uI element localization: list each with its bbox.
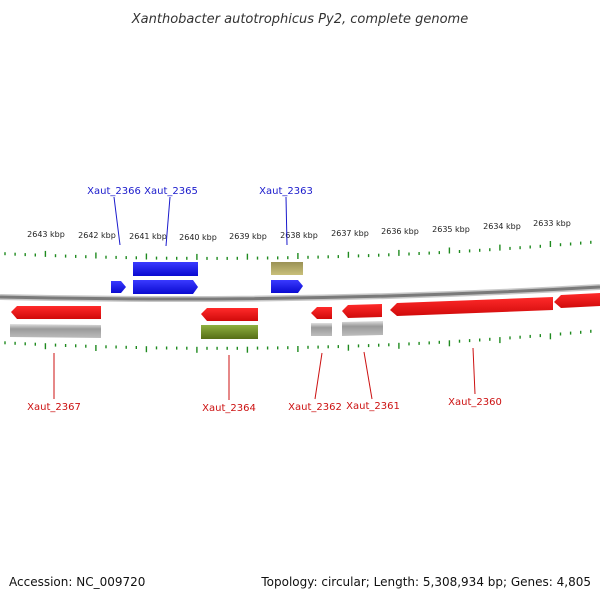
gene-xaut-2360-arrow[interactable] xyxy=(390,297,553,316)
label-leader-xaut-2365 xyxy=(165,196,171,247)
map-title: Xanthobacter autotrophicus Py2, complete… xyxy=(131,12,468,27)
scale-labels: 2643 kbp 2642 kbp 2641 kbp 2640 kbp 2639… xyxy=(27,219,571,242)
gene-label-xaut-2362[interactable]: Xaut_2362 xyxy=(288,402,342,413)
gene-label-xaut-2366[interactable]: Xaut_2366 xyxy=(87,186,141,197)
scale-label: 2634 kbp xyxy=(483,222,521,231)
scale-label: 2642 kbp xyxy=(78,231,116,240)
gene-label-xaut-2364[interactable]: Xaut_2364 xyxy=(202,403,256,414)
label-leader-xaut-2361 xyxy=(363,351,373,400)
gene-label-xaut-2360[interactable]: Xaut_2360 xyxy=(448,397,502,408)
label-leader-xaut-2362 xyxy=(314,352,323,400)
gene-xaut-2363-arrow[interactable] xyxy=(271,280,303,293)
gene-xaut-2365-arrow[interactable] xyxy=(133,280,198,294)
gene-xaut-2363-feature-bar[interactable] xyxy=(271,262,303,275)
scale-ticks xyxy=(4,240,592,353)
scale-label: 2641 kbp xyxy=(129,232,167,241)
gene-xaut-2364-feature-bar[interactable] xyxy=(201,325,258,339)
gene-xaut-2361-feature-bar[interactable] xyxy=(342,321,383,336)
gene-xaut-2364-arrow[interactable] xyxy=(201,308,258,321)
gene-xaut-2359-arrow[interactable] xyxy=(554,293,600,308)
gene-label-xaut-2361[interactable]: Xaut_2361 xyxy=(346,401,400,412)
gene-xaut-2362-feature-bar[interactable] xyxy=(311,323,332,336)
accession-text: Accession: NC_009720 xyxy=(9,575,145,589)
label-leader-xaut-2363 xyxy=(285,196,288,246)
gene-xaut-2367-arrow[interactable] xyxy=(11,306,101,319)
scale-label: 2635 kbp xyxy=(432,225,470,234)
scale-label: 2640 kbp xyxy=(179,233,217,242)
gene-label-xaut-2367[interactable]: Xaut_2367 xyxy=(27,402,81,413)
genome-summary-text: Topology: circular; Length: 5,308,934 bp… xyxy=(260,575,591,589)
gene-xaut-2366-arrow[interactable] xyxy=(111,281,126,293)
gene-xaut-2365-feature-bar[interactable] xyxy=(133,262,198,276)
label-leader-xaut-2366 xyxy=(113,196,121,246)
scale-label: 2633 kbp xyxy=(533,219,571,228)
gene-xaut-2362-arrow[interactable] xyxy=(311,307,332,319)
genome-backbone xyxy=(0,285,600,301)
label-leader-xaut-2360 xyxy=(472,347,476,395)
scale-label: 2643 kbp xyxy=(27,230,65,239)
gene-label-xaut-2363[interactable]: Xaut_2363 xyxy=(259,186,313,197)
scale-label: 2636 kbp xyxy=(381,227,419,236)
gene-label-xaut-2365[interactable]: Xaut_2365 xyxy=(144,186,198,197)
scale-label: 2638 kbp xyxy=(280,231,318,240)
scale-label: 2639 kbp xyxy=(229,232,267,241)
gene-xaut-2361-arrow[interactable] xyxy=(342,304,382,318)
scale-label: 2637 kbp xyxy=(331,229,369,238)
gene-xaut-2367-feature-bar[interactable] xyxy=(10,324,101,338)
